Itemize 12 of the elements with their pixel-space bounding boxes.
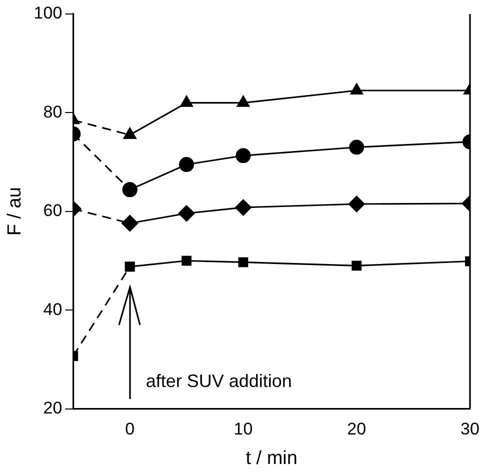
y-tick-label: 40 xyxy=(43,300,62,319)
y-tick-label: 60 xyxy=(43,201,62,220)
y-tick-label: 20 xyxy=(43,398,62,418)
x-tick-label: 0 xyxy=(125,420,135,439)
x-tick-label: 20 xyxy=(347,420,366,439)
x-tick-label: 10 xyxy=(234,420,253,439)
x-tick-label: 30 xyxy=(460,420,480,439)
x-axis-title: t / min xyxy=(246,448,298,469)
y-tick-label: 80 xyxy=(43,102,62,122)
ref-line-label: after SUV addition xyxy=(146,370,292,391)
y-tick-label: 100 xyxy=(34,4,62,23)
y-axis-title: F / au xyxy=(4,187,26,236)
